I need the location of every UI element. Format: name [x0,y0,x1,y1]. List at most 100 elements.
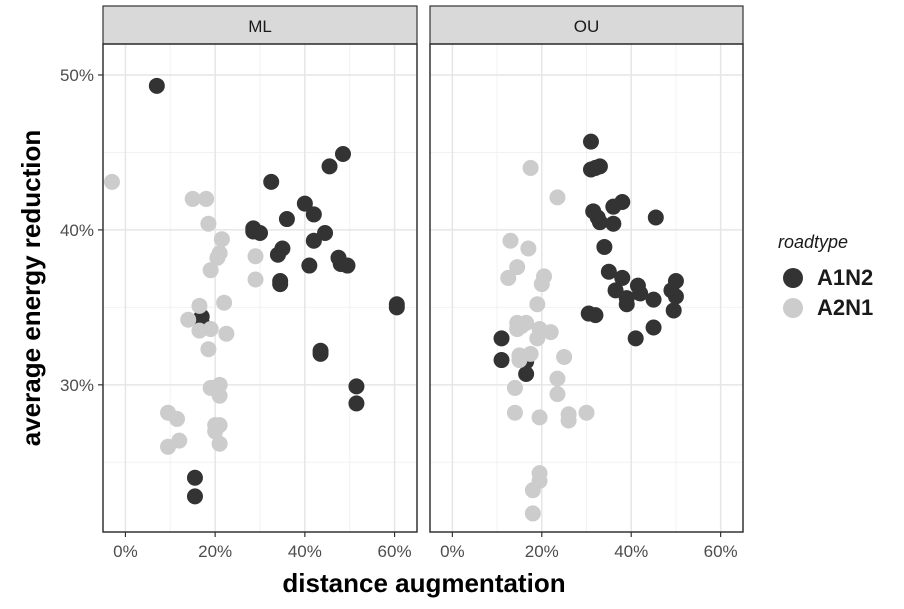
point-a2n1 [103,173,120,190]
x-tick-label: 20% [198,542,232,561]
point-a2n1 [520,240,537,257]
y-tick-label: 50% [60,66,94,85]
point-a2n1 [536,268,553,285]
panels: ML 0% 20% 40% 60% OU 0% 20% 40% 60% 30% 40% 50% [60,5,744,561]
point-a1n2 [647,209,664,226]
point-a1n2 [272,276,289,293]
point-a2n1 [524,505,541,522]
point-a2n1 [578,404,595,421]
point-a1n2 [348,395,365,412]
point-a2n1 [506,379,523,396]
x-axis-label: distance augmentation [282,568,565,598]
point-a2n1 [531,409,548,426]
panel-border [429,43,744,533]
point-a2n1 [549,370,566,387]
point-a1n2 [645,291,662,308]
point-a2n1 [211,387,228,404]
point-a2n1 [171,432,188,449]
legend-key-a1n2 [783,268,803,288]
legend-title: roadtype [778,232,849,252]
point-a2n1 [502,232,519,249]
point-a1n2 [317,225,334,242]
panel-ml: ML 0% 20% 40% 60% [102,5,418,561]
legend-item-a2n1: A2N1 [778,293,902,323]
point-a1n2 [148,77,165,94]
point-a1n2 [263,173,280,190]
y-tick-label: 30% [60,376,94,395]
x-tick-label: 0% [440,542,465,561]
point-a1n2 [388,299,405,316]
point-a2n1 [549,189,566,206]
point-a1n2 [339,257,356,274]
point-a1n2 [493,352,510,369]
y-axis-label: average energy reduction [16,130,46,446]
facet-strip [102,5,418,45]
series-a2n1-ou [500,159,595,522]
point-a2n1 [213,231,230,248]
point-a2n1 [500,269,517,286]
point-a2n1 [169,410,186,427]
point-a1n2 [186,469,203,486]
point-a2n1 [556,348,573,365]
point-a1n2 [605,215,622,232]
facet-title-ou: OU [574,17,600,36]
point-a1n2 [591,214,608,231]
point-a2n1 [247,271,264,288]
point-a1n2 [252,225,268,242]
point-a1n2 [582,133,599,150]
legend: roadtype A1N2 A2N1 [778,232,902,323]
point-a2n1 [542,324,559,341]
panel-ou: OU 0% 20% 40% 60% [429,5,744,561]
x-tick-label: 0% [113,542,138,561]
y-axis: 30% 40% 50% [60,66,103,395]
point-a1n2 [667,288,684,305]
series-a2n1-ml [103,173,264,455]
x-tick-label: 60% [378,542,412,561]
point-a1n2 [614,194,631,211]
point-a2n1 [218,325,235,342]
point-a1n2 [600,263,617,280]
point-a1n2 [334,145,351,162]
point-a1n2 [627,330,644,347]
point-a2n1 [202,321,219,338]
facet-strip [429,5,744,45]
point-a2n1 [531,472,548,489]
point-a2n1 [200,215,217,232]
point-a2n1 [560,412,577,429]
point-a2n1 [529,296,546,313]
legend-item-a1n2: A1N2 [778,263,902,293]
point-a2n1 [522,345,539,362]
point-a1n2 [667,273,684,290]
x-tick-label: 20% [525,542,559,561]
point-a2n1 [191,297,208,314]
point-a1n2 [614,269,631,286]
point-a2n1 [509,259,526,276]
y-tick-label: 40% [60,221,94,240]
point-a1n2 [348,378,365,395]
point-a1n2 [587,307,604,324]
facet-title-ml: ML [248,17,272,36]
series-a1n2-ml [148,77,405,505]
x-tick-label: 40% [614,542,648,561]
point-a2n1 [200,341,217,358]
point-a2n1 [198,190,215,207]
point-a1n2 [518,365,535,382]
point-a2n1 [549,386,566,403]
point-a1n2 [607,282,624,299]
point-a2n1 [506,404,523,421]
legend-label-a1n2: A1N2 [817,265,874,290]
point-a1n2 [596,238,613,255]
point-a2n1 [180,311,197,328]
point-a1n2 [618,296,635,313]
point-a1n2 [321,158,338,175]
point-a1n2 [301,257,318,274]
x-tick-label: 40% [288,542,322,561]
point-a1n2 [296,195,313,212]
point-a2n1 [184,190,201,207]
x-tick-label: 60% [704,542,738,561]
point-a2n1 [216,294,233,311]
point-a1n2 [274,240,291,257]
point-a2n1 [518,314,535,331]
